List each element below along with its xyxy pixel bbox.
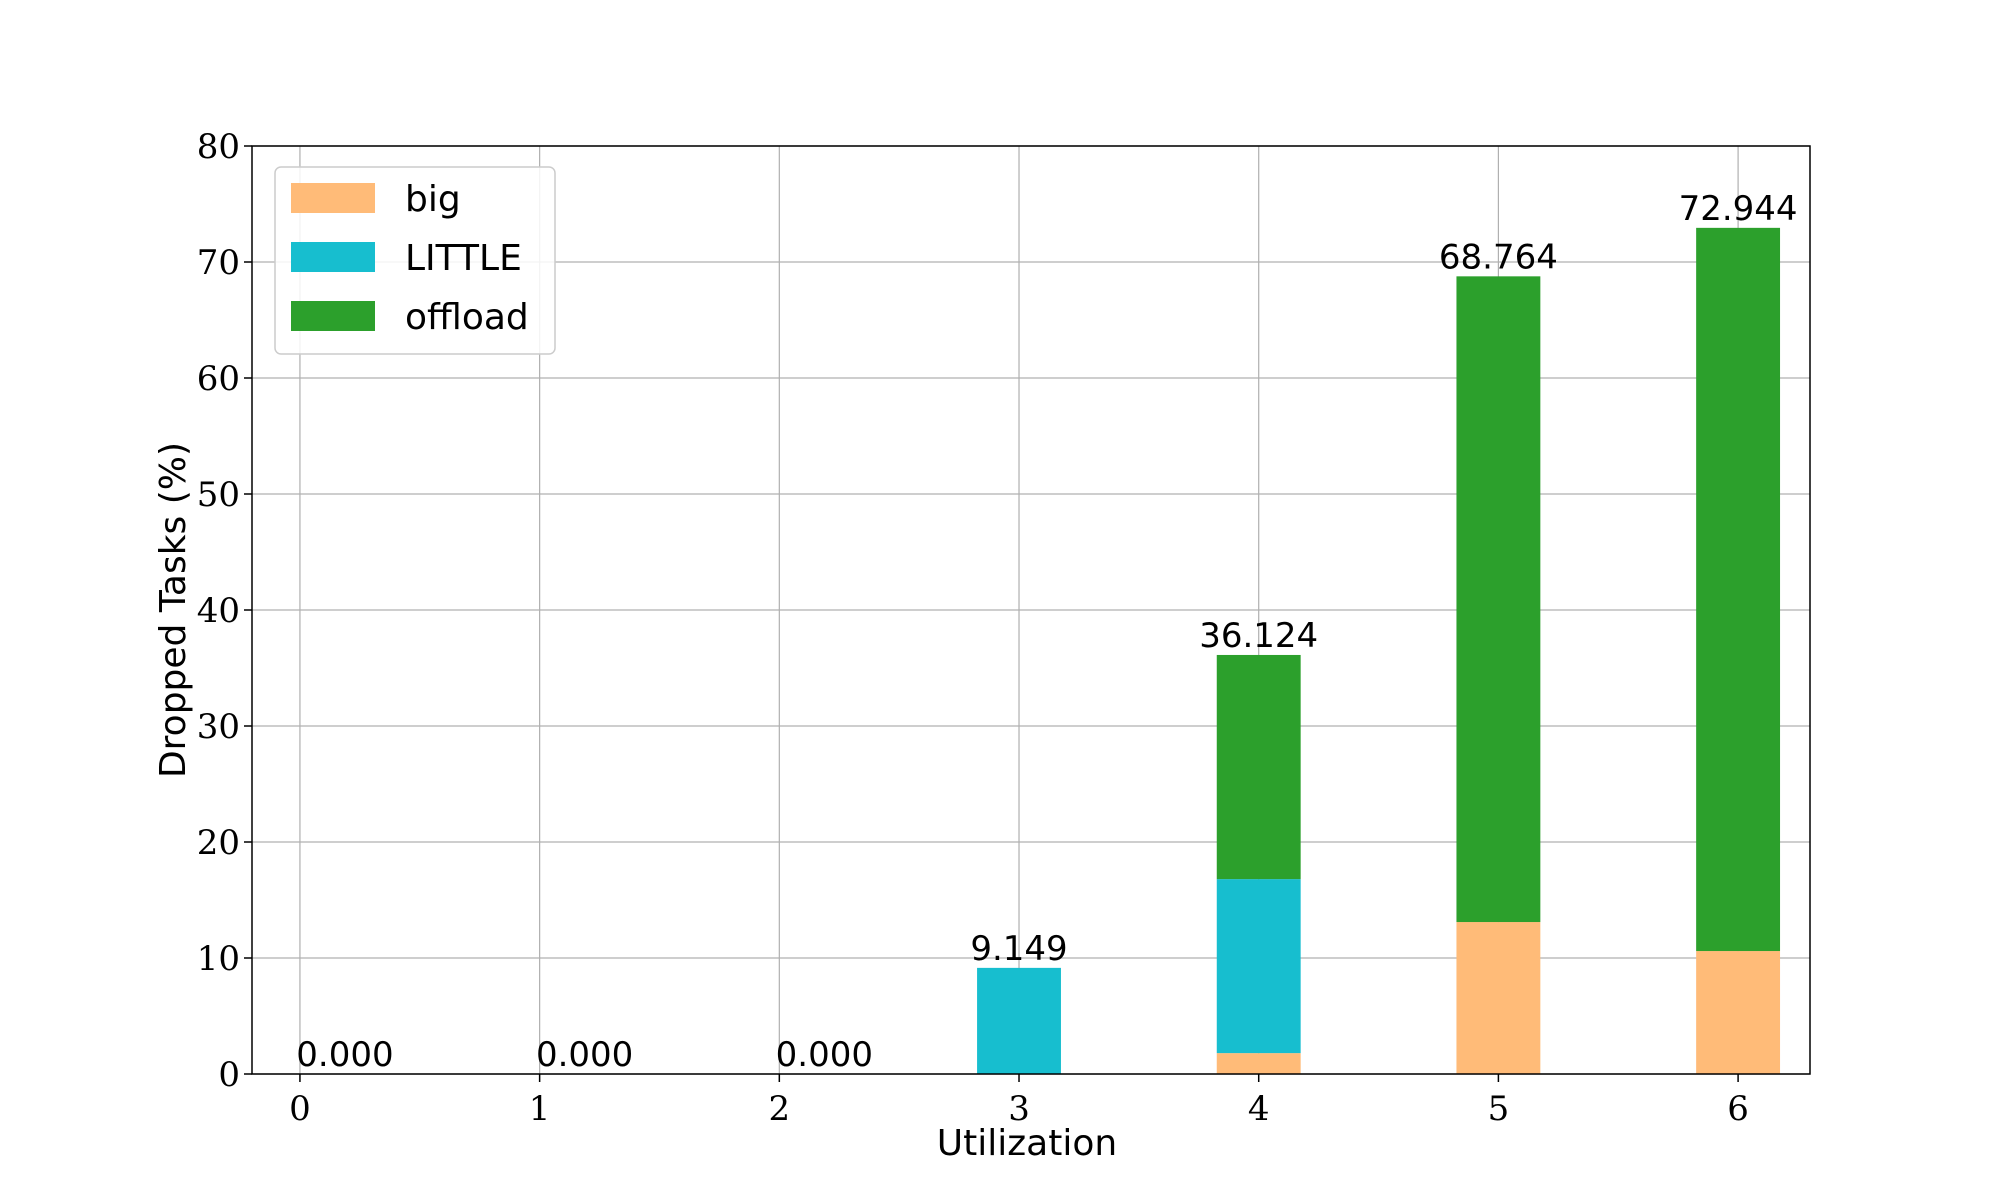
legend-label-little: LITTLE [405, 238, 522, 279]
legend-label-offload: offload [405, 297, 529, 338]
bar-segment-offload [1456, 276, 1541, 923]
bar-total-label: 36.124 [1199, 616, 1318, 656]
legend-swatch-offload [291, 301, 375, 331]
bar-total-label: 72.944 [1679, 189, 1798, 229]
x-axis-title: Utilization [937, 1123, 1117, 1164]
x-tick-label: 4 [1248, 1089, 1270, 1129]
bar-total-label: 0.000 [776, 1035, 873, 1075]
legend-label-big: big [405, 179, 461, 220]
x-tick-label: 5 [1488, 1089, 1510, 1129]
bar-total-label: 0.000 [536, 1035, 633, 1075]
bar-total-label: 68.764 [1439, 237, 1558, 277]
legend: big LITTLE offload [274, 166, 556, 355]
bar-segment-big [1456, 922, 1541, 1074]
y-tick-label: 10 [197, 939, 240, 979]
x-tick-label: 1 [529, 1089, 551, 1129]
bar-segment-little [977, 967, 1061, 1074]
x-tick-label: 3 [1008, 1089, 1030, 1129]
y-tick-label: 70 [197, 243, 240, 283]
x-tick-label: 2 [769, 1089, 791, 1129]
y-tick-label: 0 [218, 1055, 240, 1095]
y-tick-label: 30 [197, 707, 240, 747]
data-labels: 0.000 0.000 0.000 9.149 36.124 68.764 72.944 [296, 189, 1797, 1075]
bar-total-label: 9.149 [970, 929, 1067, 969]
y-tick-label: 80 [197, 127, 240, 167]
bar-segment-offload [1696, 227, 1781, 952]
x-tick-label: 6 [1727, 1089, 1749, 1129]
y-tick-label: 60 [197, 359, 240, 399]
bar-segment-big [1216, 1053, 1301, 1074]
y-tick-label: 20 [197, 823, 240, 863]
bar-total-label: 0.000 [296, 1035, 393, 1075]
y-axis-title: Dropped Tasks (%) [153, 442, 194, 778]
legend-swatch-little [291, 242, 375, 272]
bars [977, 227, 1781, 1074]
y-tick-label: 50 [197, 475, 240, 515]
y-tick-label: 40 [197, 591, 240, 631]
bar-segment-offload [1216, 654, 1301, 880]
bar-segment-big [1696, 951, 1781, 1074]
x-tick-label: 0 [289, 1089, 311, 1129]
legend-swatch-big [291, 183, 375, 213]
bar-segment-little [1216, 879, 1301, 1054]
